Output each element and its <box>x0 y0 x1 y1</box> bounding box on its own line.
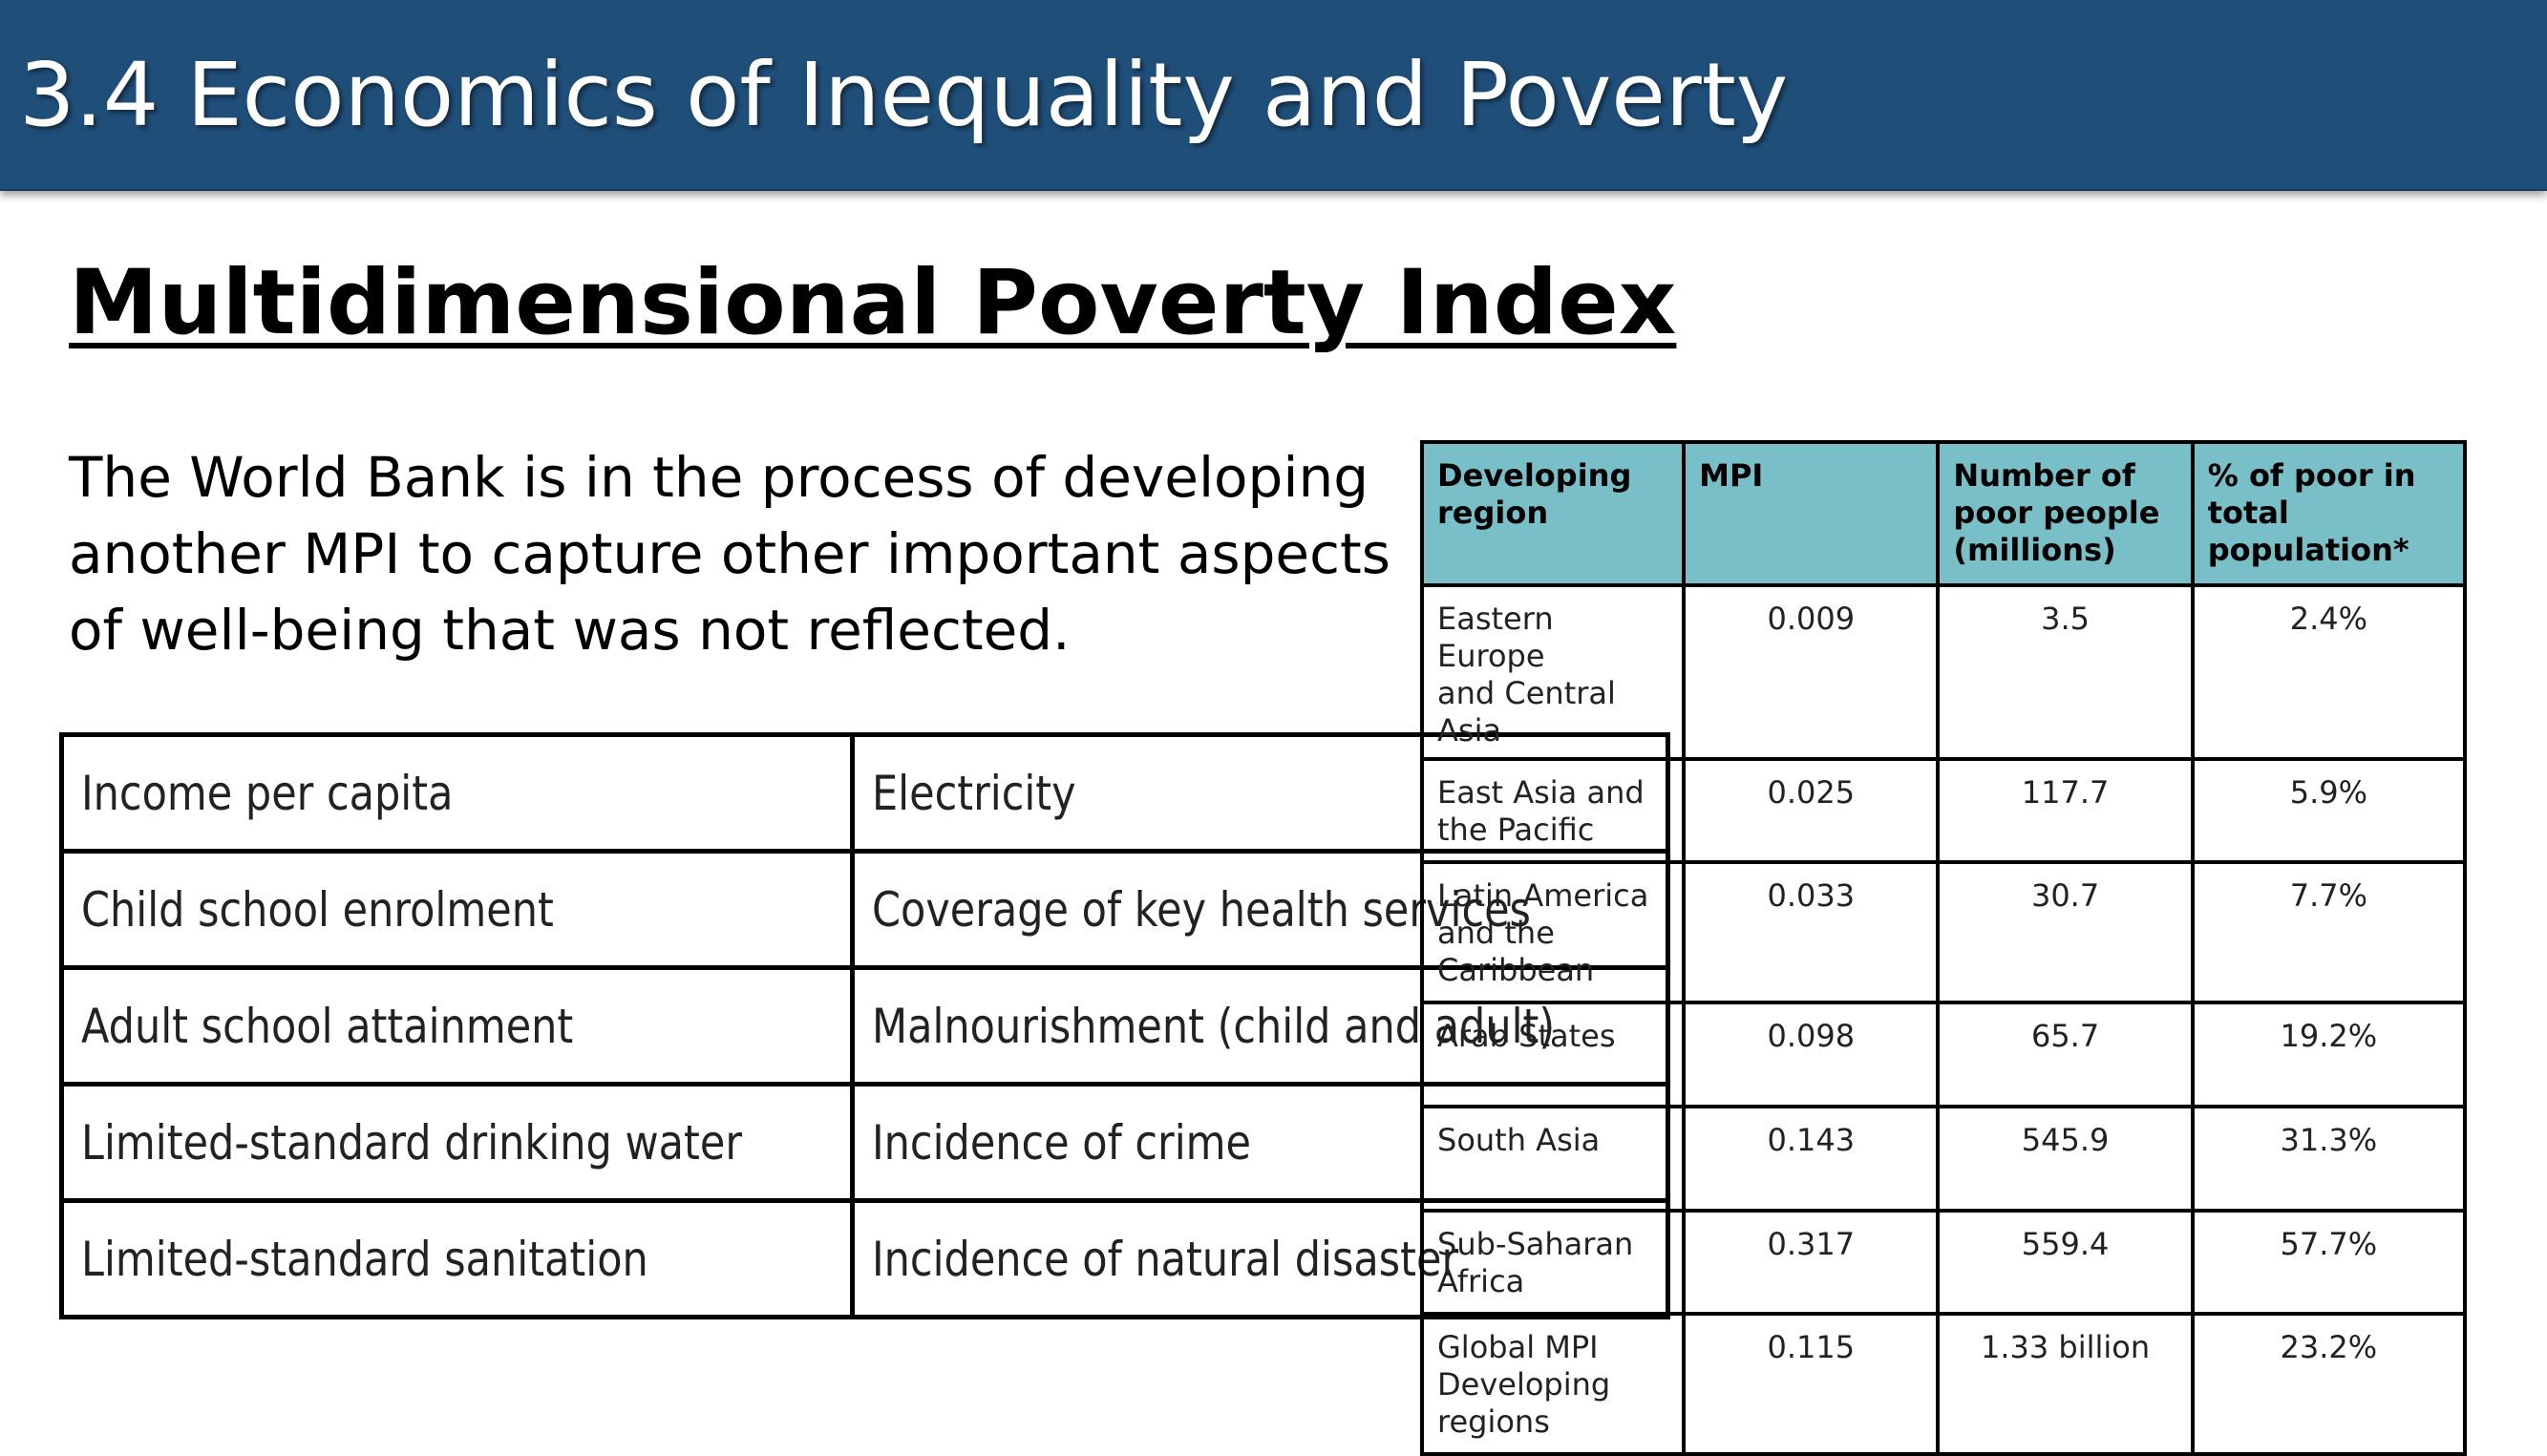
table-header-row: Developing region MPI Number of poor peo… <box>1419 440 2468 587</box>
percent-poor-cell: 2.4% <box>2190 583 2468 761</box>
body-line: of well-being that was not reflected. <box>69 598 1071 663</box>
section-title: 3.4 Economics of Inequality and Poverty <box>19 44 1789 146</box>
poor-people-cell: 1.33 billion <box>1936 1312 2195 1456</box>
column-header-percent-poor: % of poor in total population* <box>2190 440 2468 587</box>
percent-poor-cell: 19.2% <box>2190 1001 2468 1108</box>
mpi-cell: 0.317 <box>1682 1209 1941 1316</box>
region-cell: South Asia <box>1419 1105 1687 1213</box>
body-paragraph: The World Bank is in the process of deve… <box>69 439 1406 668</box>
region-cell: Arab States <box>1419 1001 1687 1108</box>
percent-poor-cell: 5.9% <box>2190 757 2468 864</box>
column-header-mpi: MPI <box>1682 440 1941 587</box>
table-cell: Child school enrolment <box>59 849 855 970</box>
title-bar: 3.4 Economics of Inequality and Poverty <box>0 0 2547 191</box>
poor-people-cell: 3.5 <box>1936 583 2195 761</box>
table-row: Arab States 0.098 65.7 19.2% <box>1419 1001 2468 1108</box>
mpi-cell: 0.025 <box>1682 757 1941 864</box>
percent-poor-cell: 7.7% <box>2190 860 2468 1004</box>
column-header-poor-people: Number of poor people (millions) <box>1936 440 2195 587</box>
table-row: East Asia and the Pacific 0.025 117.7 5.… <box>1419 757 2468 864</box>
poor-people-cell: 545.9 <box>1936 1105 2195 1213</box>
percent-poor-cell: 57.7% <box>2190 1209 2468 1316</box>
mpi-cell: 0.009 <box>1682 583 1941 761</box>
poor-people-cell: 30.7 <box>1936 860 2195 1004</box>
percent-poor-cell: 31.3% <box>2190 1105 2468 1213</box>
region-cell: Latin America and the Caribbean <box>1419 860 1687 1004</box>
table-cell: Adult school attainment <box>59 965 855 1087</box>
table-cell: Income per capita <box>59 732 855 854</box>
region-cell: Global MPI Developing regions <box>1419 1312 1687 1456</box>
poor-people-cell: 65.7 <box>1936 1001 2195 1108</box>
mpi-cell: 0.098 <box>1682 1001 1941 1108</box>
mpi-cell: 0.143 <box>1682 1105 1941 1213</box>
table-cell: Limited-standard sanitation <box>59 1198 855 1319</box>
column-header-region: Developing region <box>1419 440 1687 587</box>
table-row: Eastern Europe and Central Asia 0.009 3.… <box>1419 583 2468 761</box>
table-row: Sub-Saharan Africa 0.317 559.4 57.7% <box>1419 1209 2468 1316</box>
poor-people-cell: 117.7 <box>1936 757 2195 864</box>
table-row: Latin America and the Caribbean 0.033 30… <box>1419 860 2468 1004</box>
table-row: Global MPI Developing regions 0.115 1.33… <box>1419 1312 2468 1456</box>
region-cell: Eastern Europe and Central Asia <box>1419 583 1687 761</box>
percent-poor-cell: 23.2% <box>2190 1312 2468 1456</box>
slide-title: Multidimensional Poverty Index <box>69 251 1677 355</box>
mpi-cell: 0.033 <box>1682 860 1941 1004</box>
table-row: South Asia 0.143 545.9 31.3% <box>1419 1105 2468 1213</box>
mpi-region-table: Developing region MPI Number of poor peo… <box>1419 440 2468 1456</box>
poor-people-cell: 559.4 <box>1936 1209 2195 1316</box>
body-line: The World Bank is in the process of deve… <box>69 445 1369 510</box>
region-cell: East Asia and the Pacific <box>1419 757 1687 864</box>
mpi-cell: 0.115 <box>1682 1312 1941 1456</box>
region-cell: Sub-Saharan Africa <box>1419 1209 1687 1316</box>
body-line: another MPI to capture other important a… <box>69 521 1390 586</box>
table-cell: Limited-standard drinking water <box>59 1082 855 1203</box>
